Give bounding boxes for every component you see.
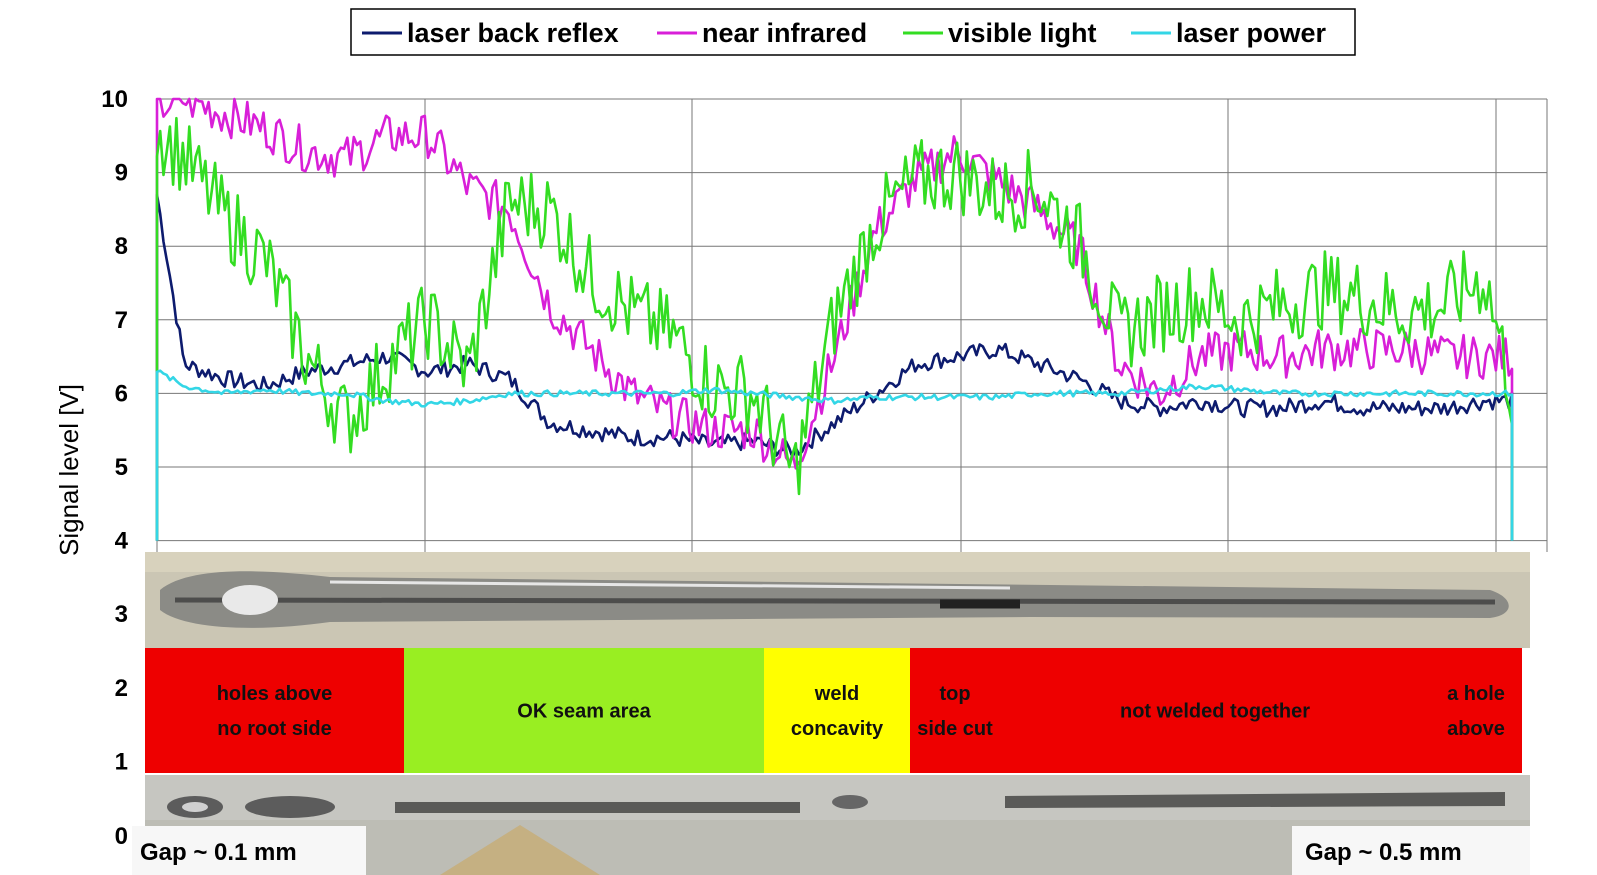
defect-zones: holes above no root side OK seam area weld c… — [145, 648, 1522, 773]
y-axis-label: Signal level [V] — [54, 384, 84, 556]
zone-label-0-1: no root side — [217, 718, 331, 740]
legend-box — [350, 8, 1356, 56]
gap-label-left: Gap ~ 0.1 mm — [140, 839, 297, 866]
ytick-10: 10 — [101, 86, 128, 113]
ytick-6: 6 — [115, 380, 128, 407]
zone-label-5-0: a hole — [1447, 683, 1505, 705]
zone-0 — [145, 648, 404, 773]
zone-2 — [764, 648, 910, 773]
zone-4 — [1000, 648, 1430, 773]
ytick-3: 3 — [115, 601, 128, 628]
zone-label-5-1: above — [1447, 718, 1505, 740]
gap-label-right: Gap ~ 0.5 mm — [1305, 839, 1462, 866]
legend-label-2: visible light — [948, 18, 1097, 48]
gap-label-left-box — [132, 826, 366, 875]
legend-label-3: laser power — [1176, 18, 1327, 48]
legend-label-1: near infrared — [702, 18, 867, 48]
series-line-laser-back-reflex — [155, 193, 1514, 541]
zone-label-3-1: side cut — [917, 718, 993, 740]
zone-label-2-1: concavity — [791, 718, 884, 740]
ytick-7: 7 — [115, 307, 128, 334]
series-lines — [155, 97, 1514, 541]
ytick-0: 0 — [115, 823, 128, 850]
series-line-near-infrared — [155, 97, 1514, 541]
y-tick-labels: 1 2 3 4 5 6 7 8 9 10 — [101, 86, 128, 775]
zone-label-2-0: weld — [814, 683, 859, 705]
ytick-4: 4 — [115, 528, 129, 555]
zone-5 — [1430, 648, 1522, 773]
ytick-1: 1 — [115, 748, 128, 775]
zone-label-4-0: not welded together — [1120, 701, 1310, 723]
zone-1 — [404, 648, 764, 773]
zone-label-0-0: holes above — [217, 683, 333, 705]
series-line-laser-power — [155, 369, 1514, 541]
ytick-5: 5 — [115, 454, 128, 481]
zone-label-1-0: OK seam area — [517, 701, 651, 723]
zone-label-3-0: top — [939, 683, 970, 705]
series-line-visible-light — [155, 116, 1514, 541]
weld-top-photo — [145, 552, 1530, 648]
zone-3 — [910, 648, 1000, 773]
ytick-8: 8 — [115, 233, 128, 260]
ytick-2: 2 — [115, 675, 128, 702]
legend-label-0: laser back reflex — [407, 18, 619, 48]
gap-label-right-box — [1292, 826, 1530, 875]
ytick-9: 9 — [115, 160, 128, 187]
legend: laser back reflex near infrared visible li… — [350, 8, 1356, 56]
